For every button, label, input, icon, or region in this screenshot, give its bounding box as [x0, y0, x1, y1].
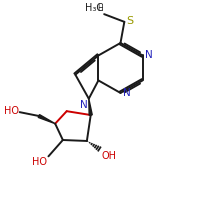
Text: N: N: [80, 100, 87, 110]
Text: S: S: [127, 16, 134, 26]
Polygon shape: [38, 115, 55, 124]
Polygon shape: [89, 99, 92, 115]
Text: HO: HO: [32, 157, 47, 167]
Text: N: N: [145, 50, 153, 60]
Text: OH: OH: [101, 151, 116, 161]
Text: N: N: [123, 88, 131, 98]
Text: H₃C: H₃C: [85, 3, 103, 13]
Text: H: H: [97, 4, 103, 13]
Text: HO: HO: [4, 106, 19, 116]
